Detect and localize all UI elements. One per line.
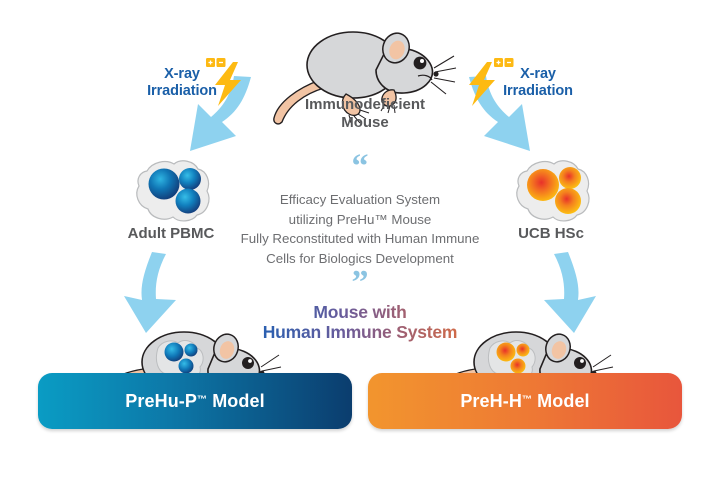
xray-label-right-line2: Irradiation xyxy=(503,83,573,99)
quote-line-1: Efficacy Evaluation System xyxy=(279,192,441,207)
quote-line-2: utilizing PreHu™ Mouse xyxy=(288,211,432,227)
quote-open-mark: “ xyxy=(351,148,369,185)
lightning-bolt-icon-left xyxy=(206,58,241,106)
arrow-top-left xyxy=(190,76,251,151)
prehu-p-model-suffix: Model xyxy=(207,390,265,411)
arrow-bottom-right xyxy=(544,252,596,333)
prehu-p-model-label: PreHu-P™ Model xyxy=(125,391,264,412)
quote-line-4: Cells for Biologics Development xyxy=(266,250,454,266)
preh-h-trademark-symbol: ™ xyxy=(521,394,533,405)
preh-h-model-suffix: Model xyxy=(532,390,590,411)
lightning-bolt-icon-right xyxy=(469,58,514,106)
immunodeficient-mouse-caption: Immunodeficient Mouse xyxy=(290,96,440,132)
headline: Mouse with Human Immune System xyxy=(200,302,520,342)
quote-close-mark: ” xyxy=(351,264,369,301)
adult-pbmc-caption: Adult PBMC xyxy=(127,225,215,242)
headline-line1: Mouse with xyxy=(200,302,520,322)
immunodeficient-mouse-caption-line1: Immunodeficient xyxy=(304,96,425,113)
quote-line-3: Fully Reconstituted with Human Immune xyxy=(240,231,480,246)
arrow-bottom-left xyxy=(124,252,176,333)
xray-label-right: X-ray Irradiation xyxy=(488,66,588,100)
preh-h-model-name: PreH-H xyxy=(460,390,522,411)
arrow-top-right xyxy=(469,76,530,151)
xray-label-right-line1: X-ray xyxy=(520,66,556,82)
immunodeficient-mouse-caption-line2: Mouse xyxy=(341,114,389,131)
headline-line2: Human Immune System xyxy=(200,322,520,342)
ucb-hsc-cell-icon xyxy=(516,160,590,222)
prehu-p-trademark-symbol: ™ xyxy=(197,394,208,405)
xray-label-left: X-ray Irradiation xyxy=(132,66,232,100)
preh-h-model-label: PreH-H™ Model xyxy=(460,391,589,412)
xray-label-left-line1: X-ray xyxy=(164,66,200,82)
adult-pbmc-cell-icon xyxy=(136,160,210,222)
ucb-hsc-caption: UCB HSc xyxy=(518,225,584,242)
preh-h-model-banner[interactable]: PreH-H™ Model xyxy=(368,373,682,429)
immunodeficient-mouse-icon xyxy=(273,31,457,125)
prehu-p-model-name: PreHu-P xyxy=(125,390,197,411)
prehu-p-model-banner[interactable]: PreHu-P™ Model xyxy=(38,373,352,429)
xray-label-left-line2: Irradiation xyxy=(147,83,217,99)
center-quote-block: “ Efficacy Evaluation System utilizing P… xyxy=(235,150,485,300)
